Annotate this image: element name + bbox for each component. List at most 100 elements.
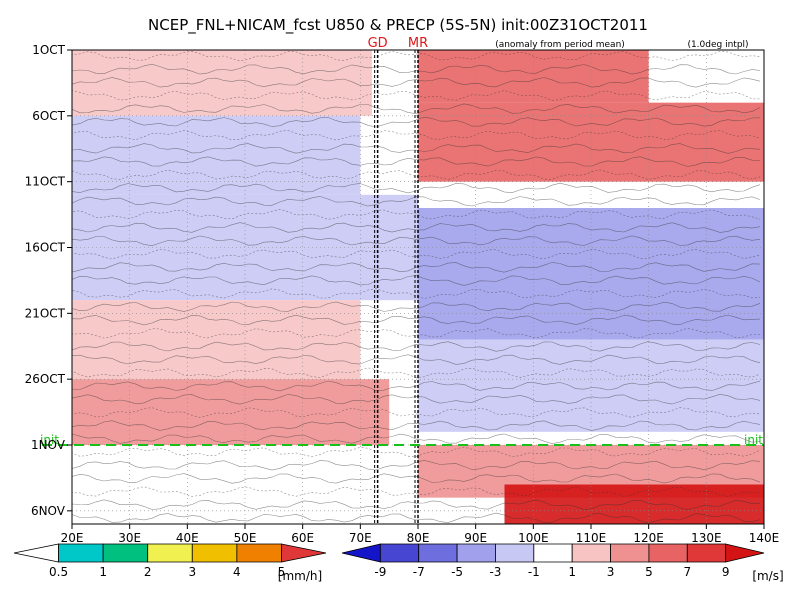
- x-axis: 20E 30E 40E 50E 60E 70E 80E 90E 100E 110E 120E 130E…: [61, 524, 780, 545]
- contour-line-8: [72, 156, 761, 167]
- precip-swatch-3: [147, 543, 193, 563]
- contour-line-10: [72, 182, 761, 194]
- anomaly-region-7: [418, 339, 764, 432]
- y-axis: 1OCT 6OCT 11OCT 16OCT 21OCT 26OCT 1NOV 6NOV: [25, 43, 72, 518]
- contour-line-1: [72, 63, 761, 75]
- contour-line-7: [72, 143, 761, 154]
- x-tick-label: 20E: [61, 531, 84, 545]
- wind-swatch-0: [341, 543, 381, 563]
- anomaly-region-6: [72, 300, 361, 380]
- precip-swatch-0: [13, 543, 59, 563]
- precip-swatch-1: [58, 543, 104, 563]
- x-tick-label: 40E: [176, 531, 199, 545]
- precip-colorbar: 0.5 1 2 3 4 5: [13, 543, 327, 579]
- x-tick-label: 80E: [407, 531, 430, 545]
- y-tick-label: 11OCT: [25, 175, 66, 189]
- chart-title: NCEP_FNL+NICAM_fcst U850 & PRECP (5S-5N)…: [148, 16, 648, 35]
- wind-swatch-7: [610, 543, 650, 563]
- wind-level-label: 5: [645, 565, 653, 579]
- wind-swatch-2: [418, 543, 458, 563]
- contour-line-33: [72, 486, 760, 497]
- contour-line-31: [72, 459, 761, 471]
- contour-lines: [72, 50, 761, 524]
- precip-level-label: 3: [188, 565, 196, 579]
- precip-level-label: 2: [144, 565, 152, 579]
- chart-subtitle-left: (anomaly from period mean): [495, 40, 625, 50]
- x-tick-label: 70E: [349, 531, 372, 545]
- wind-unit-label: [m/s]: [752, 569, 783, 583]
- y-tick-label: 6NOV: [31, 504, 66, 518]
- contour-line-20: [72, 314, 761, 326]
- contour-line-25: [72, 380, 761, 392]
- precip-unit-label: [mm/h]: [278, 569, 322, 583]
- x-tick-label: 60E: [291, 531, 314, 545]
- contour-line-27: [72, 407, 761, 418]
- precip-swatch-6: [281, 543, 327, 563]
- contour-line-15: [72, 248, 761, 260]
- wind-colorbar: -9 -7 -5 -3 -1 1 3 5 7 9: [341, 543, 765, 579]
- precip-level-label: 5: [278, 565, 286, 579]
- wind-swatch-8: [648, 543, 688, 563]
- wind-swatch-9: [686, 543, 727, 563]
- wind-level-label: 7: [683, 565, 691, 579]
- contour-line-11: [72, 196, 761, 207]
- precip-level-label: 4: [233, 565, 241, 579]
- init-label-right: init: [744, 433, 763, 447]
- wind-level-label: 3: [607, 565, 615, 579]
- contour-line-29: [72, 433, 761, 445]
- wind-level-label: 1: [568, 565, 576, 579]
- wind-level-label: -1: [528, 565, 540, 579]
- precip-level-label: 1: [99, 565, 107, 579]
- anomaly-region-10: [504, 484, 764, 524]
- anomaly-region-8: [72, 379, 390, 445]
- contour-line-18: [72, 288, 761, 299]
- x-tick-label: 120E: [633, 531, 664, 545]
- contour-line-3: [72, 90, 761, 101]
- contour-line-28: [72, 420, 761, 431]
- y-tick-label: 1OCT: [32, 43, 65, 57]
- wind-swatch-1: [379, 543, 420, 563]
- marker-label-mr: MR: [408, 36, 428, 51]
- precip-swatch-5: [236, 543, 282, 563]
- contour-line-14: [72, 235, 761, 247]
- contour-line-5: [72, 116, 761, 128]
- anomaly-region-3: [72, 115, 361, 195]
- precip-level-label: 0.5: [49, 565, 68, 579]
- init-line-group: init init: [40, 433, 764, 447]
- chart-subtitle-right: (1.0deg intpl): [687, 40, 748, 50]
- x-tick-label: 50E: [234, 531, 257, 545]
- contour-line-34: [72, 499, 761, 511]
- wind-swatch-3: [456, 543, 496, 563]
- contour-line-12: [72, 209, 761, 220]
- contour-line-17: [72, 275, 761, 286]
- wind-swatch-5: [533, 543, 573, 563]
- x-tick-label: 140E: [749, 531, 780, 545]
- wind-level-label: -5: [451, 565, 463, 579]
- wind-swatch-10: [725, 543, 765, 563]
- y-tick-label: 1NOV: [31, 438, 66, 452]
- y-tick-label: 26OCT: [25, 372, 66, 386]
- contour-line-32: [72, 473, 761, 484]
- wind-level-label: -7: [413, 565, 425, 579]
- contour-line-24: [72, 367, 761, 378]
- contour-line-4: [72, 103, 761, 115]
- contour-line-16: [72, 262, 761, 273]
- wind-swatch-4: [495, 543, 535, 563]
- x-tick-label: 90E: [464, 531, 487, 545]
- contour-line-23: [72, 354, 761, 365]
- contour-line-26: [72, 393, 761, 405]
- wind-level-label: -9: [374, 565, 386, 579]
- x-tick-label: 110E: [576, 531, 607, 545]
- x-tick-label: 100E: [518, 531, 549, 545]
- anomaly-region-0: [72, 50, 372, 116]
- wind-level-label: 9: [722, 565, 730, 579]
- wind-level-label: -3: [489, 565, 501, 579]
- y-tick-label: 21OCT: [25, 306, 66, 320]
- contour-line-6: [72, 130, 761, 141]
- contour-line-22: [72, 341, 761, 352]
- precip-swatch-2: [102, 543, 149, 563]
- marker-label-gd: GD: [368, 36, 388, 51]
- y-tick-label: 16OCT: [25, 241, 66, 255]
- contour-line-13: [72, 222, 761, 233]
